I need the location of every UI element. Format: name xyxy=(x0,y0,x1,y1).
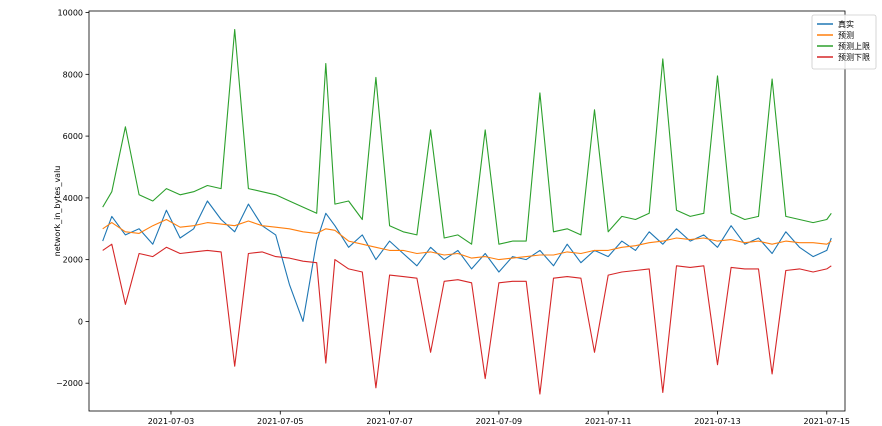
x-tick-label: 2021-07-05 xyxy=(257,417,304,426)
series-line-3 xyxy=(102,243,832,395)
series-layer xyxy=(102,28,832,395)
x-tick-label: 2021-07-07 xyxy=(366,417,413,426)
x-axis-ticks: 2021-07-03 2021-07-05 2021-07-07 2021-07-09… xyxy=(148,411,850,426)
legend-label-3: 预测下限 xyxy=(838,52,870,62)
legend-label-2: 预测上限 xyxy=(838,41,870,51)
y-tick-label: 8000 xyxy=(63,70,83,79)
legend-label-1: 预测 xyxy=(838,30,854,40)
series-line-1 xyxy=(102,218,832,261)
y-tick-label: 2000 xyxy=(63,256,83,265)
y-tick-label: 4000 xyxy=(63,194,83,203)
legend-label-0: 真实 xyxy=(838,19,854,29)
x-tick-label: 2021-07-03 xyxy=(148,417,195,426)
y-tick-label: 6000 xyxy=(63,132,83,141)
x-tick-label: 2021-07-09 xyxy=(476,417,523,426)
legend-box xyxy=(811,14,877,70)
y-axis-ticks: −2000 0 2000 4000 6000 8000 10000 xyxy=(56,9,89,388)
x-tick-label: 2021-07-13 xyxy=(694,417,741,426)
x-tick-label: 2021-07-15 xyxy=(804,417,851,426)
y-axis-label: network_in_bytes_valu xyxy=(53,166,62,257)
y-tick-label: 10000 xyxy=(58,9,83,18)
series-line-2 xyxy=(102,28,832,245)
x-tick-label: 2021-07-11 xyxy=(585,417,632,426)
y-tick-label: −2000 xyxy=(56,379,83,388)
series-line-0 xyxy=(102,200,832,322)
plot-frame xyxy=(88,10,846,412)
y-tick-label: 0 xyxy=(78,317,83,326)
